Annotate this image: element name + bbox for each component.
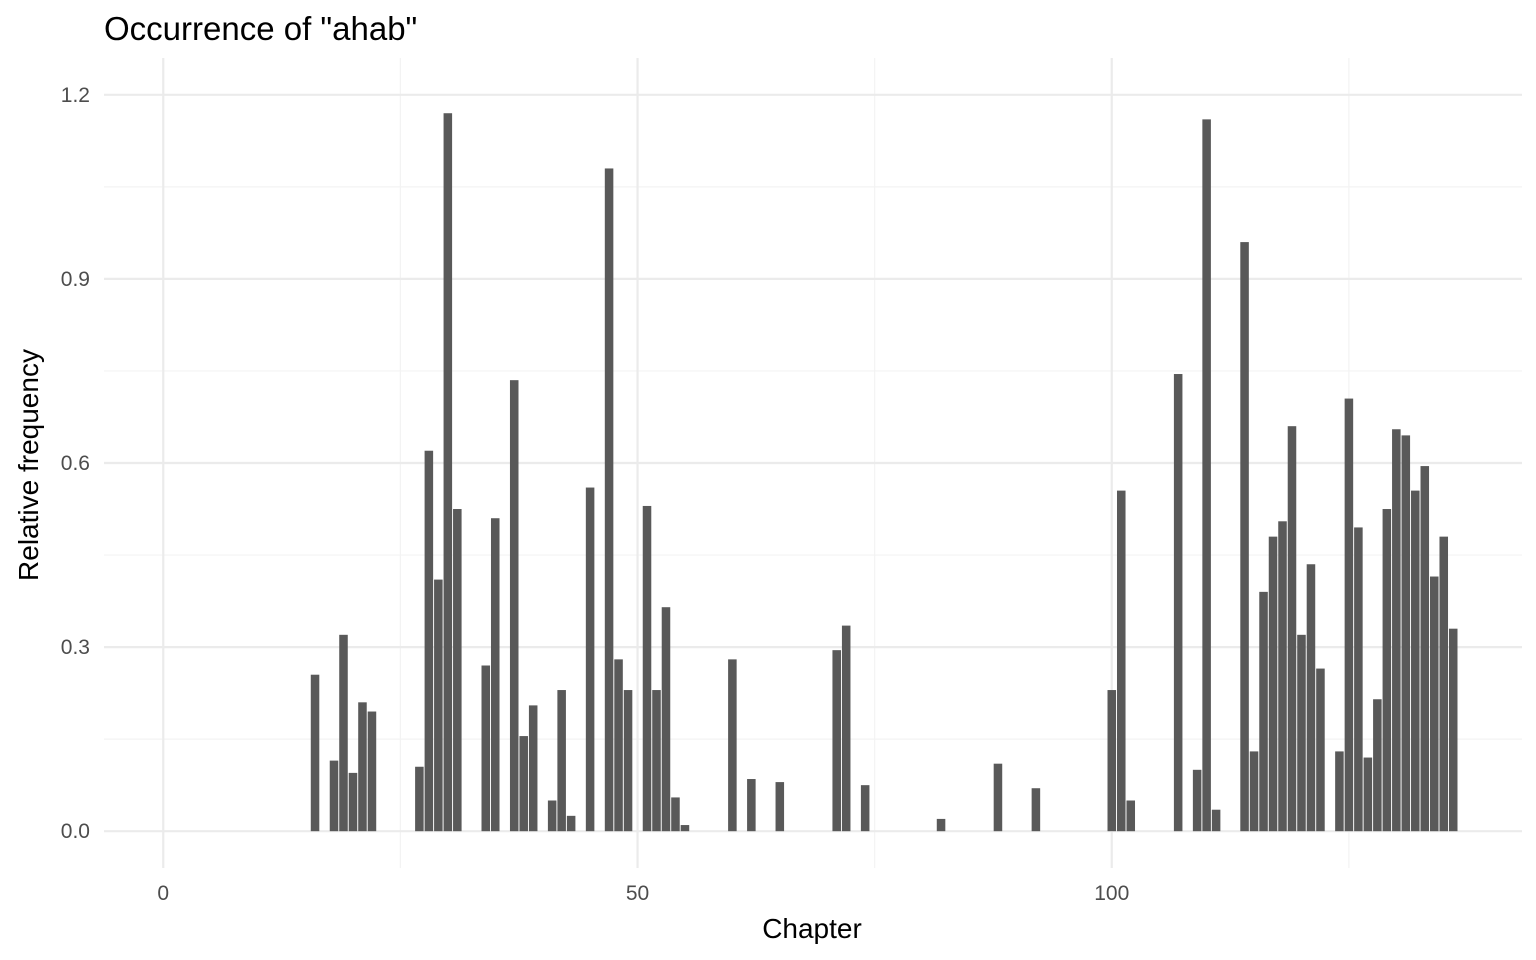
bar — [993, 763, 1003, 832]
y-tick-label: 0.9 — [61, 268, 90, 291]
bar — [1268, 536, 1278, 832]
bar — [642, 505, 652, 832]
bar — [424, 450, 434, 832]
bar — [1363, 757, 1373, 832]
bar — [671, 797, 680, 832]
x-tick-label: 50 — [626, 882, 649, 905]
bar — [1392, 429, 1401, 832]
bar — [509, 380, 519, 832]
bar — [1116, 490, 1126, 832]
bar — [1031, 788, 1041, 832]
bar — [1401, 435, 1411, 832]
bar — [1344, 398, 1354, 832]
bar — [614, 659, 623, 832]
y-tick-label: 0.0 — [61, 820, 90, 843]
y-tick-label: 0.6 — [61, 452, 90, 475]
bar — [1192, 769, 1202, 832]
bar — [936, 818, 946, 832]
bar — [453, 509, 462, 832]
bar — [490, 518, 500, 832]
y-tick-label: 1.2 — [61, 84, 90, 107]
bar — [585, 487, 595, 832]
bar — [1249, 751, 1259, 832]
x-tick-label: 0 — [157, 882, 169, 905]
bar — [557, 690, 566, 832]
bar — [1316, 668, 1325, 832]
bar — [1420, 466, 1430, 832]
bar — [652, 690, 661, 832]
bar — [604, 168, 614, 832]
bar — [1306, 564, 1316, 832]
bar — [1335, 751, 1344, 832]
bar — [519, 736, 528, 832]
bar — [1126, 800, 1136, 832]
bar — [680, 825, 690, 832]
bars — [310, 113, 1458, 832]
bar — [434, 579, 443, 832]
bar — [728, 659, 737, 832]
y-axis-tick-labels: 0.0 0.3 0.6 0.9 1.2 — [61, 84, 90, 843]
bar — [1354, 527, 1363, 832]
bar — [339, 634, 348, 832]
bar — [775, 782, 785, 832]
x-tick-label: 100 — [1094, 882, 1129, 905]
bar — [1297, 634, 1306, 832]
bar — [832, 650, 841, 832]
bar — [1411, 490, 1420, 832]
bar — [528, 705, 538, 832]
bar — [1211, 809, 1221, 832]
y-tick-label: 0.3 — [61, 636, 90, 659]
bar — [358, 702, 367, 832]
bar — [1382, 509, 1392, 832]
bar — [310, 674, 320, 832]
bar — [1448, 628, 1458, 832]
bar — [1287, 426, 1297, 832]
bar — [1202, 119, 1211, 832]
bar — [747, 779, 756, 832]
bar — [443, 113, 453, 832]
bar — [1429, 576, 1439, 832]
bar — [415, 766, 424, 832]
bar — [1240, 242, 1249, 832]
bar — [841, 625, 851, 832]
x-axis-tick-labels: 0 50 100 — [157, 882, 1129, 905]
bar — [481, 665, 491, 832]
bar — [348, 772, 358, 832]
bar — [547, 800, 557, 832]
x-axis-title: Chapter — [762, 913, 862, 944]
bar — [1107, 690, 1117, 832]
bar — [329, 760, 339, 832]
bar — [860, 785, 870, 832]
chart-title: Occurrence of "ahab" — [104, 10, 417, 47]
bar — [1439, 536, 1449, 832]
bar — [1278, 521, 1287, 832]
bar — [367, 711, 377, 832]
bar — [623, 690, 633, 832]
y-axis-title: Relative frequency — [13, 349, 44, 581]
bar — [1373, 699, 1382, 832]
bar — [566, 815, 576, 832]
bar — [1173, 374, 1183, 832]
bar — [1259, 591, 1268, 832]
bar — [661, 607, 671, 832]
